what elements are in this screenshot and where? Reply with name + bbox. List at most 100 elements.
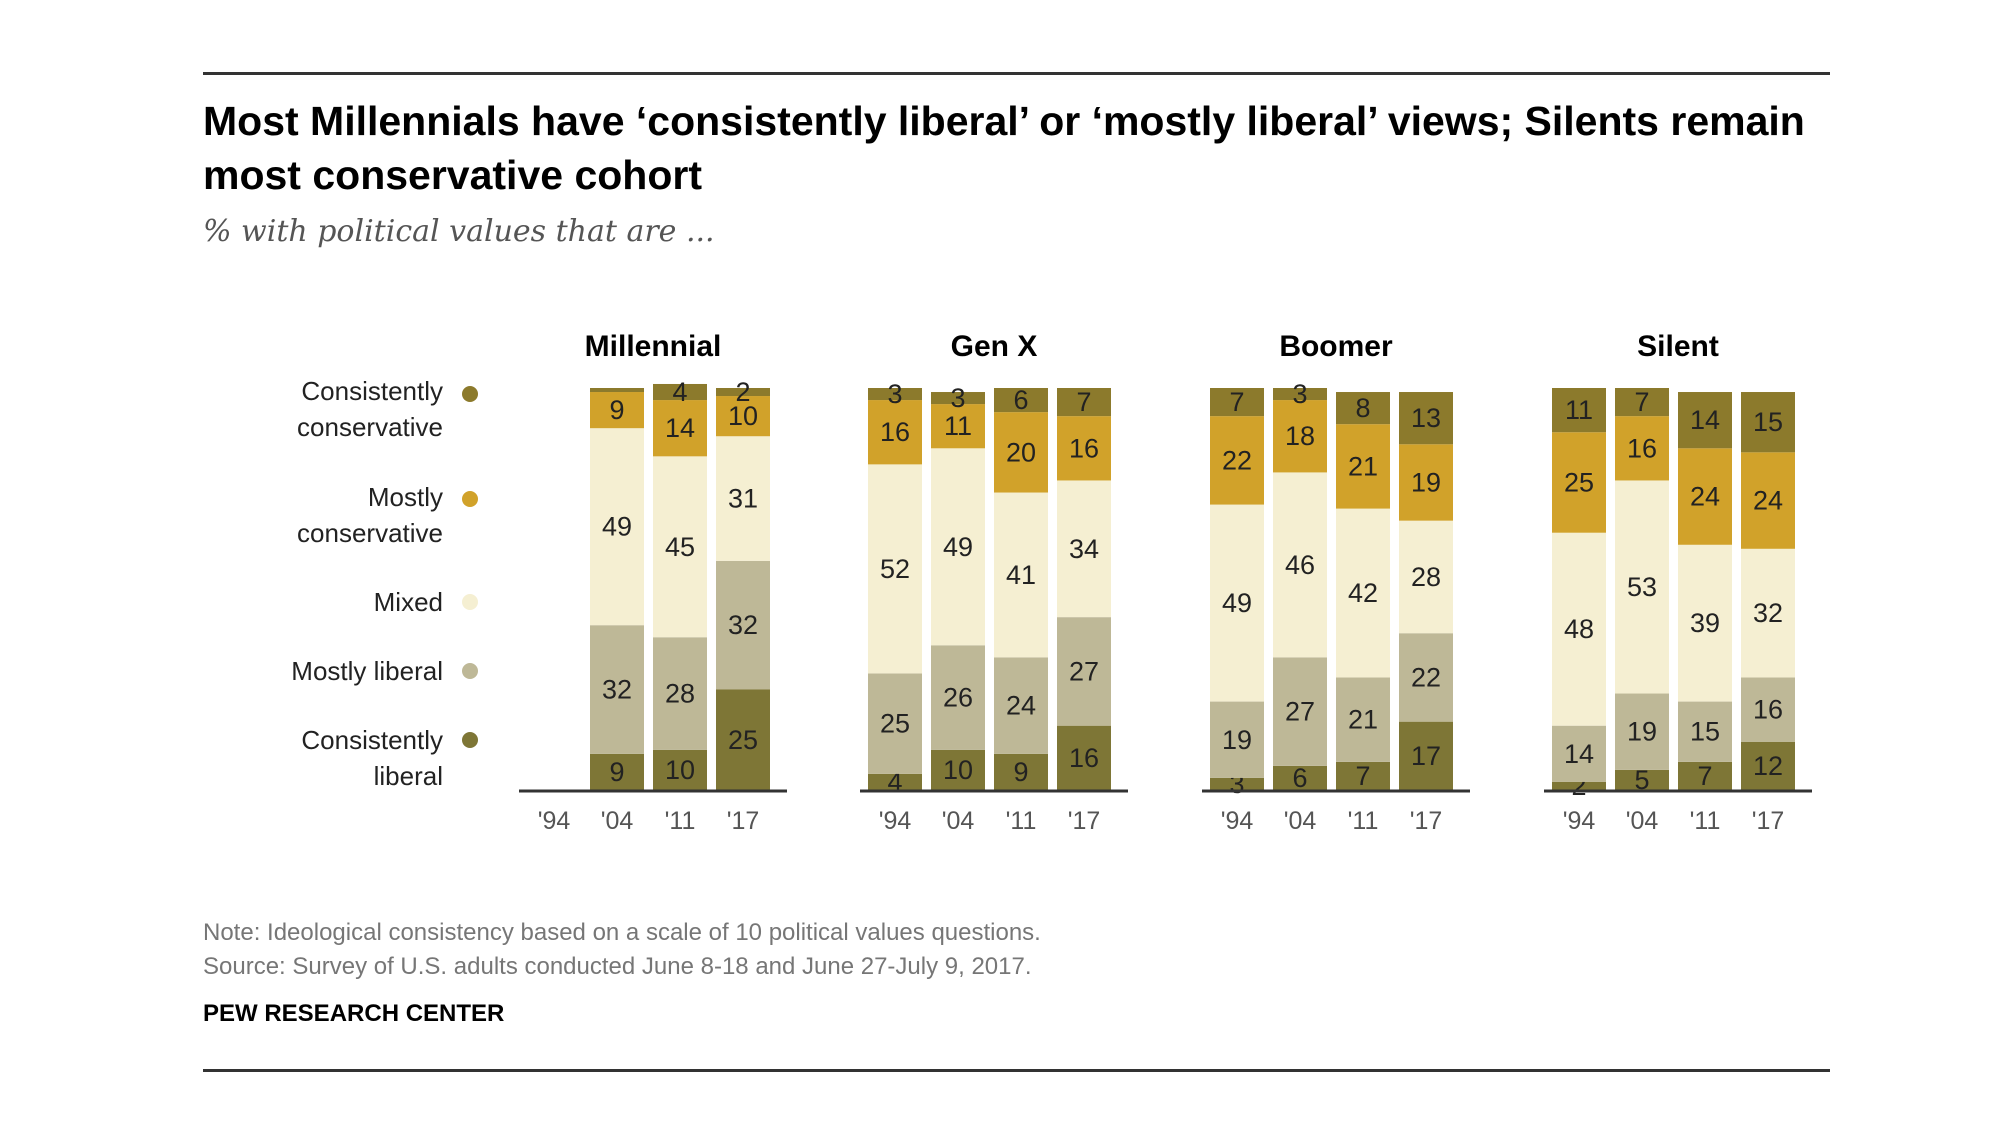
bar-segment-silent-mostly-conservative (1741, 452, 1795, 549)
legend-swatch-mostly-liberal (462, 663, 478, 679)
data-label-boomer-consistently-liberal: 7 (1355, 761, 1370, 791)
data-label-gen-x-consistently-conservative: 7 (1076, 387, 1091, 417)
data-label-silent-consistently-liberal: 7 (1697, 761, 1712, 791)
bar-segment-millennial-mostly-liberal (590, 625, 644, 754)
legend-label-mostly-liberal: Mostly liberal (291, 656, 443, 686)
data-label-gen-x-consistently-liberal: 16 (1069, 743, 1099, 773)
x-tick-label: '94 (879, 807, 912, 835)
data-label-gen-x-mixed: 49 (943, 532, 973, 562)
bar-segment-silent-mixed (1615, 480, 1669, 694)
panel-title-boomer: Boomer (1279, 330, 1393, 363)
data-label-boomer-mixed: 46 (1285, 550, 1315, 580)
data-label-gen-x-mostly-conservative: 11 (944, 411, 972, 441)
data-label-silent-mixed: 39 (1690, 608, 1720, 638)
data-label-silent-mostly-liberal: 19 (1627, 717, 1657, 747)
bar-segment-silent-mixed (1741, 548, 1795, 678)
bar-segment-silent-mostly-conservative (1678, 448, 1732, 545)
bar-segment-gen-x-consistently-liberal (1057, 725, 1111, 790)
legend-label-consistently-conservative: Consistently (301, 376, 443, 406)
data-label-gen-x-consistently-liberal: 10 (943, 755, 973, 785)
bar-segment-silent-consistently-liberal (1615, 769, 1669, 790)
data-label-silent-mostly-conservative: 16 (1627, 433, 1657, 463)
data-label-gen-x-mixed: 34 (1069, 534, 1099, 564)
bar-segment-boomer-consistently-liberal (1273, 765, 1327, 790)
stacked-bar-chart: Consistently conservative Mostly conservati… (291, 330, 1812, 835)
bar-segment-silent-mixed (1678, 544, 1732, 702)
bar-segment-millennial-consistently-conservative (590, 388, 644, 393)
x-tick-label: '17 (727, 807, 760, 835)
bar-segment-gen-x-mostly-conservative (931, 404, 985, 449)
data-label-boomer-mixed: 49 (1222, 588, 1252, 618)
bar-segment-silent-consistently-liberal (1552, 781, 1606, 790)
data-label-boomer-consistently-conservative: 7 (1229, 387, 1244, 417)
bar-segment-boomer-mostly-liberal (1273, 657, 1327, 766)
data-label-gen-x-mostly-conservative: 16 (1069, 433, 1099, 463)
data-label-gen-x-mixed: 52 (880, 554, 910, 584)
bar-segment-silent-mostly-conservative (1615, 416, 1669, 481)
chart-note: Note: Ideological consistency based on a… (203, 919, 1041, 946)
bar-segment-silent-mixed (1552, 532, 1606, 726)
data-label-silent-mixed: 48 (1564, 614, 1594, 644)
data-label-silent-consistently-conservative: 14 (1690, 405, 1720, 435)
data-label-gen-x-consistently-conservative: 3 (887, 379, 902, 409)
x-tick-label: '94 (1563, 807, 1596, 835)
data-label-silent-mostly-conservative: 24 (1690, 482, 1720, 512)
bar-segment-millennial-mixed (653, 456, 707, 638)
bar-segment-boomer-mostly-liberal (1399, 633, 1453, 722)
data-label-silent-mostly-conservative: 25 (1564, 467, 1594, 497)
bar-segment-silent-consistently-liberal (1741, 741, 1795, 790)
bar-segment-gen-x-mostly-conservative (868, 400, 922, 465)
data-label-boomer-consistently-conservative: 8 (1355, 393, 1370, 423)
legend-label-consistently-liberal: Consistently (301, 725, 443, 755)
data-label-silent-consistently-liberal: 12 (1753, 751, 1783, 781)
x-tick-label: '04 (601, 807, 634, 835)
data-label-gen-x-mostly-liberal: 25 (880, 709, 910, 739)
bar-segment-millennial-mostly-liberal (716, 560, 770, 690)
data-label-boomer-mostly-conservative: 19 (1411, 467, 1441, 497)
bottom-rule (203, 1069, 1830, 1072)
data-label-millennial-consistently-conservative: 2 (735, 377, 750, 407)
legend-label-mostly-conservative: conservative (297, 518, 443, 548)
data-label-boomer-mostly-liberal: 27 (1285, 697, 1315, 727)
data-label-silent-consistently-conservative: 11 (1565, 395, 1593, 425)
x-tick-label: '17 (1068, 807, 1101, 835)
bar-segment-boomer-mixed (1399, 520, 1453, 634)
bar-segment-gen-x-mixed (994, 492, 1048, 658)
bar-segment-silent-mostly-liberal (1741, 677, 1795, 742)
bar-segment-silent-mostly-liberal (1678, 701, 1732, 762)
panel-title-millennial: Millennial (585, 330, 722, 363)
bar-segment-boomer-mixed (1210, 504, 1264, 702)
x-tick-label: '94 (1221, 807, 1254, 835)
bar-segment-boomer-mostly-conservative (1399, 444, 1453, 521)
data-label-silent-consistently-conservative: 7 (1634, 387, 1649, 417)
bar-segment-boomer-mixed (1273, 472, 1327, 658)
bar-segment-boomer-consistently-liberal (1336, 761, 1390, 790)
bar-segment-gen-x-mostly-conservative (994, 412, 1048, 493)
bar-segment-gen-x-mixed (1057, 480, 1111, 618)
data-label-gen-x-mostly-liberal: 27 (1069, 656, 1099, 686)
bar-segment-gen-x-consistently-conservative (994, 388, 1048, 413)
data-label-silent-mostly-conservative: 24 (1753, 486, 1783, 516)
bar-segment-millennial-consistently-liberal (716, 689, 770, 790)
data-label-silent-consistently-conservative: 15 (1753, 407, 1783, 437)
bar-segment-silent-mostly-liberal (1615, 693, 1669, 770)
bar-segment-silent-mostly-conservative (1552, 432, 1606, 533)
data-label-boomer-consistently-conservative: 13 (1411, 403, 1441, 433)
data-label-gen-x-mostly-conservative: 20 (1006, 437, 1036, 467)
bar-segment-gen-x-mixed (931, 448, 985, 646)
bar-segment-silent-consistently-conservative (1615, 388, 1669, 417)
chart-subtitle: % with political values that are ... (203, 214, 715, 249)
data-label-millennial-consistently-liberal: 25 (728, 725, 758, 755)
data-label-silent-mostly-liberal: 16 (1753, 695, 1783, 725)
data-label-boomer-mostly-liberal: 19 (1222, 725, 1252, 755)
bar-segment-gen-x-mostly-liberal (1057, 617, 1111, 726)
bar-segment-millennial-consistently-conservative (716, 388, 770, 397)
bar-segment-gen-x-mixed (868, 464, 922, 674)
x-tick-label: '04 (942, 807, 975, 835)
data-label-gen-x-mixed: 41 (1006, 560, 1036, 590)
x-tick-label: '17 (1752, 807, 1785, 835)
data-label-millennial-mostly-conservative: 9 (609, 395, 624, 425)
x-tick-label: '17 (1410, 807, 1443, 835)
bar-segment-gen-x-mostly-liberal (994, 657, 1048, 754)
legend-label-consistently-conservative: conservative (297, 412, 443, 442)
